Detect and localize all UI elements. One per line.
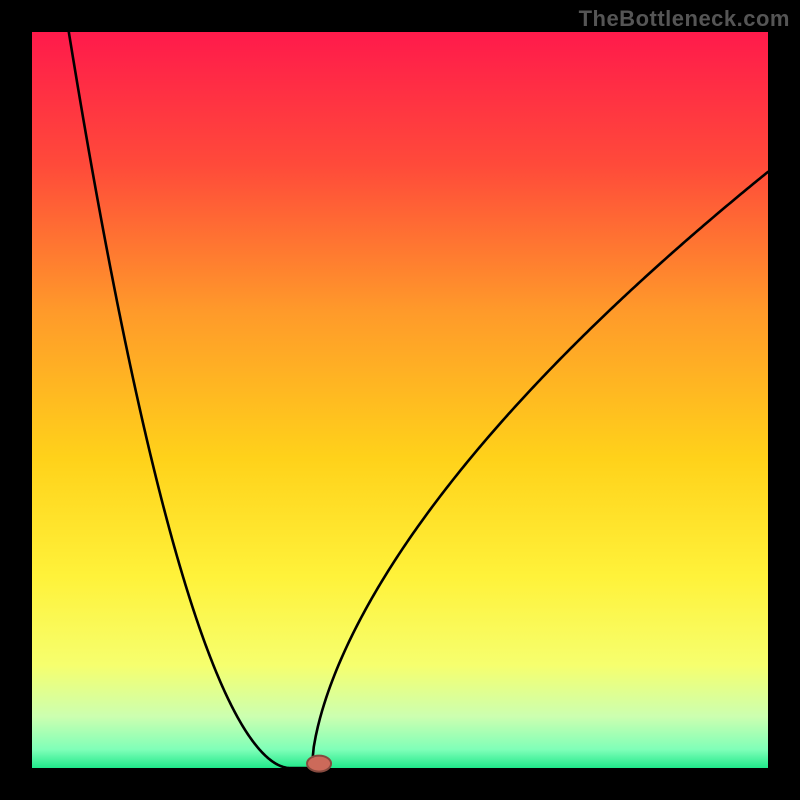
plot-background [32,32,768,768]
plot-svg [0,0,800,800]
minimum-marker [307,756,331,772]
stage: TheBottleneck.com [0,0,800,800]
watermark-text: TheBottleneck.com [579,6,790,32]
